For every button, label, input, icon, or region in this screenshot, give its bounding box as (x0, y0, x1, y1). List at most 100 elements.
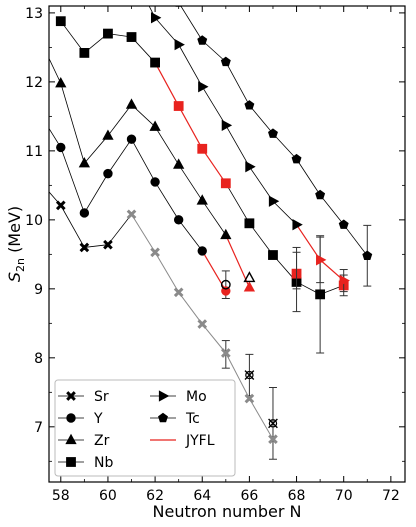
data-point (150, 12, 162, 24)
series-line-segment (84, 173, 109, 214)
legend-swatch-marker (66, 413, 76, 423)
x-tick-label: 64 (193, 488, 211, 504)
x-tick-label: 68 (288, 488, 306, 504)
data-point (33, 174, 42, 183)
data-point (56, 142, 66, 153)
data-point (103, 239, 113, 250)
data-point (32, 28, 42, 37)
series-zr (32, 28, 256, 292)
series-line-segment (49, 57, 62, 84)
legend-item-y: Y (58, 411, 103, 427)
data-point (197, 319, 208, 329)
legend-swatch-marker (66, 457, 76, 467)
series-line-segment (84, 244, 108, 248)
data-point (244, 393, 255, 404)
series-line-segment (107, 104, 132, 136)
data-point (197, 143, 208, 154)
y-tick-label: 7 (34, 420, 43, 436)
error-bar (292, 246, 301, 290)
y-axis-label-main: S (5, 272, 24, 282)
data-point (102, 129, 114, 140)
data-point (173, 287, 184, 298)
series-line-segment (178, 219, 203, 252)
data-point (315, 189, 326, 200)
series-line-segment (154, 126, 180, 165)
data-point (198, 81, 209, 93)
series-line-segment (49, 191, 62, 206)
axis-ticks: 58 60 62 64 66 68 70 72 7 8 9 10 11 12 13 (25, 6, 405, 504)
data-point (220, 178, 231, 189)
data-point (79, 208, 90, 218)
legend-swatch-marker (65, 433, 77, 445)
data-point (221, 119, 233, 131)
y-tick-label: 8 (34, 351, 43, 367)
data-point (244, 218, 255, 229)
data-point (33, 105, 41, 113)
legend-item-sr: Sr (58, 389, 109, 405)
data-point-open (220, 279, 231, 290)
data-point (243, 281, 256, 292)
series-line-segment (178, 44, 203, 87)
legend: Sr Y Zr Nb Mo Tc JYFL (54, 379, 236, 477)
data-point (79, 48, 90, 58)
data-point (316, 254, 327, 266)
series-line-segment (154, 252, 180, 293)
series-line-segment (225, 125, 250, 167)
data-point (125, 98, 138, 109)
y-tick-label: 12 (25, 75, 43, 91)
series-line-segment (131, 214, 156, 253)
series-line-segment (249, 166, 274, 202)
y-tick-label: 13 (25, 6, 43, 22)
series-line-segment (107, 138, 132, 174)
x-axis-label: Neutron number N (153, 502, 302, 521)
data-point (173, 101, 184, 111)
data-point (338, 219, 349, 229)
data-point (268, 250, 278, 260)
series-line-segment (131, 138, 156, 183)
legend-item-jyfl: JYFL (150, 433, 215, 449)
series-line-segment (60, 20, 85, 54)
data-point (150, 57, 160, 68)
y-tick-label: 9 (34, 282, 43, 298)
series-line-segment (49, 127, 62, 148)
data-point (126, 209, 137, 220)
series-line-segment (178, 164, 203, 201)
data-point (339, 274, 350, 287)
data-point (315, 289, 326, 300)
legend-swatch-marker (158, 390, 170, 402)
data-point (197, 246, 207, 256)
legend-label: Mo (186, 389, 207, 405)
series-sr (33, 174, 278, 460)
plot-frame (48, 5, 406, 483)
data-point-open (243, 271, 256, 283)
x-tick-label: 72 (382, 488, 400, 504)
x-tick-label: 70 (335, 488, 353, 504)
data-point (79, 242, 90, 253)
data-point (103, 168, 113, 179)
data-point (220, 228, 232, 240)
legend-label: JYFL (185, 433, 215, 449)
data-point (268, 128, 278, 138)
data-point (173, 158, 185, 169)
series-line-segment (225, 352, 250, 399)
y-axis-label: S2n (MeV) (5, 206, 27, 282)
data-point-open (268, 418, 278, 429)
series-nb (55, 16, 349, 354)
data-point (126, 134, 137, 144)
legend-label: Nb (94, 455, 113, 471)
series-line-segment (148, 6, 156, 18)
series-line-segment (201, 86, 227, 126)
series-line-segment (180, 6, 203, 41)
legend-label: Y (93, 411, 103, 427)
data-point (362, 250, 373, 260)
legend-item-tc: Tc (150, 411, 200, 427)
series-line-segment (201, 148, 227, 184)
data-point (149, 120, 161, 131)
series-line-segment (60, 83, 85, 164)
legend-item-nb: Nb (58, 455, 113, 471)
series-line-segment (225, 183, 250, 224)
series-y (33, 105, 231, 299)
series-line-segment (178, 291, 203, 325)
data-point (174, 38, 185, 51)
